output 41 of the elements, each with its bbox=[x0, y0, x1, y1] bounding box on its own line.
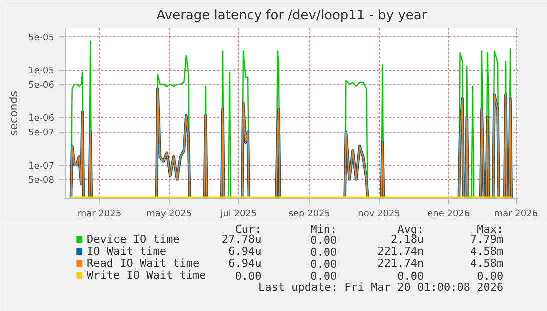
text: 6.94u bbox=[228, 245, 262, 258]
text: 221.74n bbox=[378, 257, 424, 270]
text: Avg: bbox=[398, 223, 424, 236]
y-tick-label: 1e-06 bbox=[28, 114, 55, 124]
legend-label: IO Wait time bbox=[87, 245, 167, 258]
x-tick-label: mar 2026 bbox=[494, 210, 538, 220]
text: 2.18u bbox=[390, 233, 424, 246]
x-tick-label: sep 2025 bbox=[288, 210, 331, 220]
text: 0.00 bbox=[235, 270, 262, 283]
text: 0.00 bbox=[310, 234, 338, 247]
text: 0.00 bbox=[310, 270, 338, 283]
y-tick-label: 5e-05 bbox=[28, 33, 55, 44]
x-tick-label: jul 2025 bbox=[220, 210, 258, 220]
legend-label: Read IO Wait time bbox=[87, 257, 200, 270]
x-tick-label: ene 2026 bbox=[428, 210, 470, 220]
text: 27.78u bbox=[222, 233, 262, 246]
y-tick-label: 5e-07 bbox=[28, 128, 55, 139]
text: 6.94u bbox=[228, 257, 262, 270]
text: 0.00 bbox=[310, 246, 338, 259]
text: 0.00 bbox=[310, 258, 338, 271]
text: 0.00 bbox=[477, 270, 504, 283]
x-tick-label: may 2025 bbox=[146, 210, 192, 220]
y-tick-label: 1e-07 bbox=[28, 162, 55, 172]
text: Min: bbox=[310, 223, 338, 236]
text: 4.58m bbox=[470, 257, 504, 270]
legend-label: Write IO Wait time bbox=[87, 269, 206, 282]
legend-label: Device IO time bbox=[87, 233, 180, 246]
y-tick-label: 5e-06 bbox=[28, 80, 55, 91]
text: 4.58m bbox=[470, 245, 504, 258]
text: Cur: bbox=[235, 223, 262, 236]
y-axis-title: seconds bbox=[8, 90, 21, 136]
x-tick-label: nov 2025 bbox=[358, 210, 400, 220]
y-tick-label: 5e-08 bbox=[28, 176, 55, 186]
text: Max: bbox=[477, 223, 504, 236]
y-tick-label: 1e-05 bbox=[28, 66, 55, 77]
text: 221.74n bbox=[378, 245, 424, 258]
chart-title: Average latency for /dev/loop11 - by year bbox=[156, 8, 428, 24]
text: 0.00 bbox=[398, 270, 424, 283]
x-tick-label: mar 2025 bbox=[78, 210, 122, 220]
text: 7.79m bbox=[470, 233, 504, 246]
text: Last update: Fri Mar 20 01:00:08 2026 bbox=[258, 281, 504, 294]
